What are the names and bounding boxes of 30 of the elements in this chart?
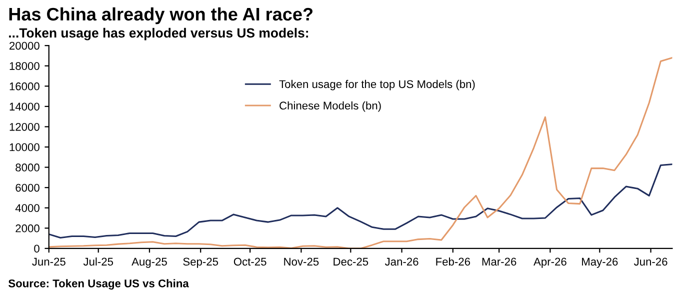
x-tick-label: Dec-25 (334, 258, 368, 266)
x-tick-label: Jan-26 (384, 258, 418, 266)
legend-label: Token usage for the top US Models (bn) (279, 80, 475, 90)
y-tick-label: 6000 (16, 184, 40, 192)
y-tick-label: 12000 (10, 122, 40, 131)
x-tick-label: Jun-26 (634, 258, 668, 266)
x-tick-label: Aug-25 (132, 258, 167, 268)
x-tick-label: May-26 (582, 258, 618, 268)
y-tick-label: 16000 (10, 82, 40, 90)
legend-label: Chinese Models (bn) (280, 101, 381, 112)
x-tick-label: Apr-26 (534, 258, 566, 268)
line-series (48, 163, 672, 239)
x-tick-label: Sep-25 (183, 258, 218, 268)
x-tick-label: Mar-26 (482, 258, 516, 266)
y-tick-label: 14000 (10, 102, 40, 111)
x-tick-label: Nov-25 (284, 258, 319, 266)
x-tick-label: Feb-26 (436, 257, 470, 266)
y-tick-label: 2000 (16, 224, 40, 232)
y-tick-label: 18000 (10, 62, 40, 70)
y-tick-label: 0 (34, 244, 40, 253)
x-tick-label: Jul-25 (83, 257, 114, 266)
y-tick-label: 20000 (10, 42, 40, 50)
x-tick-label: Jun-25 (32, 258, 66, 266)
y-tick-label: 10000 (10, 143, 40, 152)
chart-subtitle: ...Token usage has exploded versus US models: (9, 28, 308, 40)
y-tick-label: 8000 (16, 164, 40, 172)
x-tick-label: Oct-25 (234, 258, 266, 266)
source-note: Source: Token Usage US vs China (8, 279, 189, 290)
chart-title: Has China already won the AI race? (9, 7, 312, 24)
y-tick-label: 4000 (15, 204, 40, 212)
